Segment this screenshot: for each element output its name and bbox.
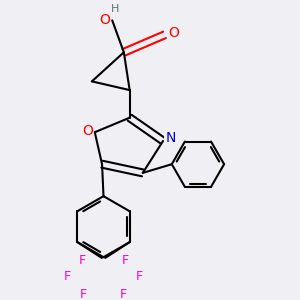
Text: F: F — [78, 254, 85, 267]
Text: O: O — [168, 26, 179, 40]
Text: O: O — [82, 124, 93, 138]
Text: F: F — [120, 288, 127, 300]
Text: F: F — [136, 270, 143, 283]
Text: F: F — [64, 270, 71, 283]
Text: F: F — [122, 254, 129, 267]
Text: H: H — [111, 4, 119, 14]
Text: N: N — [165, 131, 176, 145]
Text: F: F — [80, 288, 87, 300]
Text: O: O — [100, 13, 110, 27]
